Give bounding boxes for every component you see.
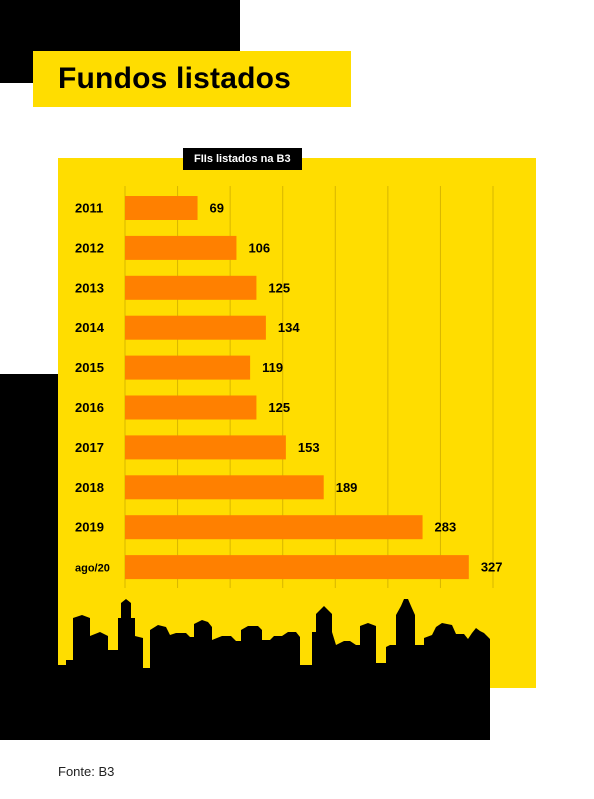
bar [125, 235, 237, 260]
bar [125, 315, 266, 340]
bar [125, 395, 257, 420]
chart-subtitle: FIIs listados na B3 [183, 148, 302, 170]
bar [125, 475, 324, 500]
decor-block-bottom [0, 688, 490, 740]
category-label: 2012 [75, 240, 104, 255]
decor-block-left [0, 374, 58, 737]
value-label: 125 [268, 400, 290, 415]
bar [125, 515, 423, 540]
category-label: 2014 [75, 320, 105, 335]
bar [125, 355, 251, 380]
value-label: 189 [336, 480, 358, 495]
category-label: 2017 [75, 440, 104, 455]
category-label: ago/20 [75, 563, 110, 575]
value-label: 134 [278, 320, 300, 335]
category-label: 2013 [75, 280, 104, 295]
value-label: 106 [248, 240, 270, 255]
value-labels: 69 106 125 134 119 125 153 189 283 327 [210, 201, 503, 575]
value-label: 327 [481, 560, 503, 575]
category-labels: 2011 2012 2013 2014 2015 2016 2017 2018 2019 ago/… [75, 201, 110, 575]
value-label: 125 [268, 280, 290, 295]
category-label: 2018 [75, 480, 104, 495]
bar-chart: 2011 2012 2013 2014 2015 2016 2017 2018 2019 ago/… [75, 186, 503, 588]
value-label: 153 [298, 440, 320, 455]
title-banner: Fundos listados [33, 51, 351, 107]
bar [125, 196, 198, 220]
bar [125, 435, 286, 460]
category-label: 2016 [75, 400, 104, 415]
category-label: 2011 [75, 201, 103, 216]
page-title: Fundos listados [58, 62, 292, 95]
source-note: Fonte: B3 [58, 764, 115, 779]
value-label: 283 [435, 520, 457, 535]
value-label: 119 [262, 360, 283, 375]
category-label: 2019 [75, 520, 104, 535]
category-label: 2015 [75, 360, 104, 375]
bar [125, 555, 469, 580]
bar [125, 275, 257, 300]
bars [125, 196, 469, 580]
value-label: 69 [210, 201, 224, 216]
